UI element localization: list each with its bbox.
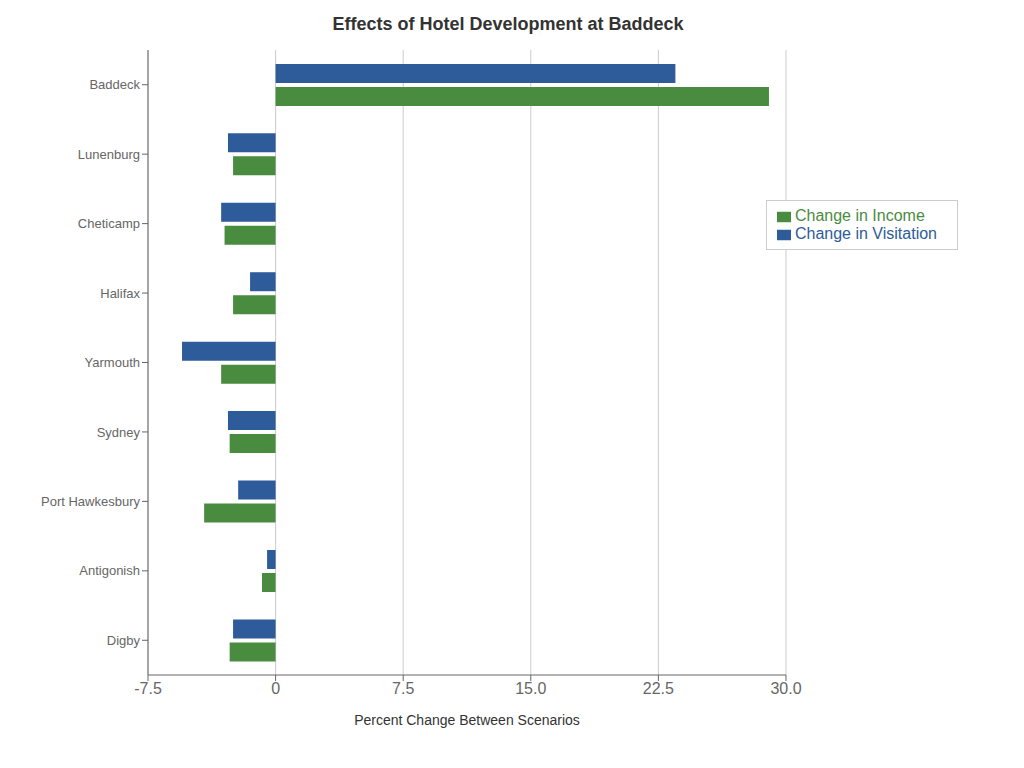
svg-text:Digby: Digby — [107, 633, 141, 648]
svg-text:Percent Change Between Scenari: Percent Change Between Scenarios — [354, 712, 580, 728]
svg-text:30.0: 30.0 — [770, 680, 801, 697]
svg-text:Lunenburg: Lunenburg — [78, 147, 140, 162]
html-text:Change in Income: Change in Income — [795, 207, 925, 224]
svg-text:Sydney: Sydney — [97, 425, 141, 440]
html-text:Change in Visitation: Change in Visitation — [795, 225, 937, 242]
svg-text:7.5: 7.5 — [392, 680, 414, 697]
html-text:Effects of Hotel Development a: Effects of Hotel Development at Baddeck — [332, 14, 684, 34]
svg-text:Port Hawkesbury: Port Hawkesbury — [41, 494, 140, 509]
svg-text:Cheticamp: Cheticamp — [78, 216, 140, 231]
svg-text:Yarmouth: Yarmouth — [85, 355, 140, 370]
svg-text:-7.5: -7.5 — [134, 680, 162, 697]
svg-text:Baddeck: Baddeck — [89, 77, 140, 92]
svg-text:0: 0 — [271, 680, 280, 697]
svg-text:15.0: 15.0 — [515, 680, 546, 697]
svg-text:22.5: 22.5 — [643, 680, 674, 697]
svg-text:Antigonish: Antigonish — [79, 563, 140, 578]
svg-text:Halifax: Halifax — [100, 286, 140, 301]
